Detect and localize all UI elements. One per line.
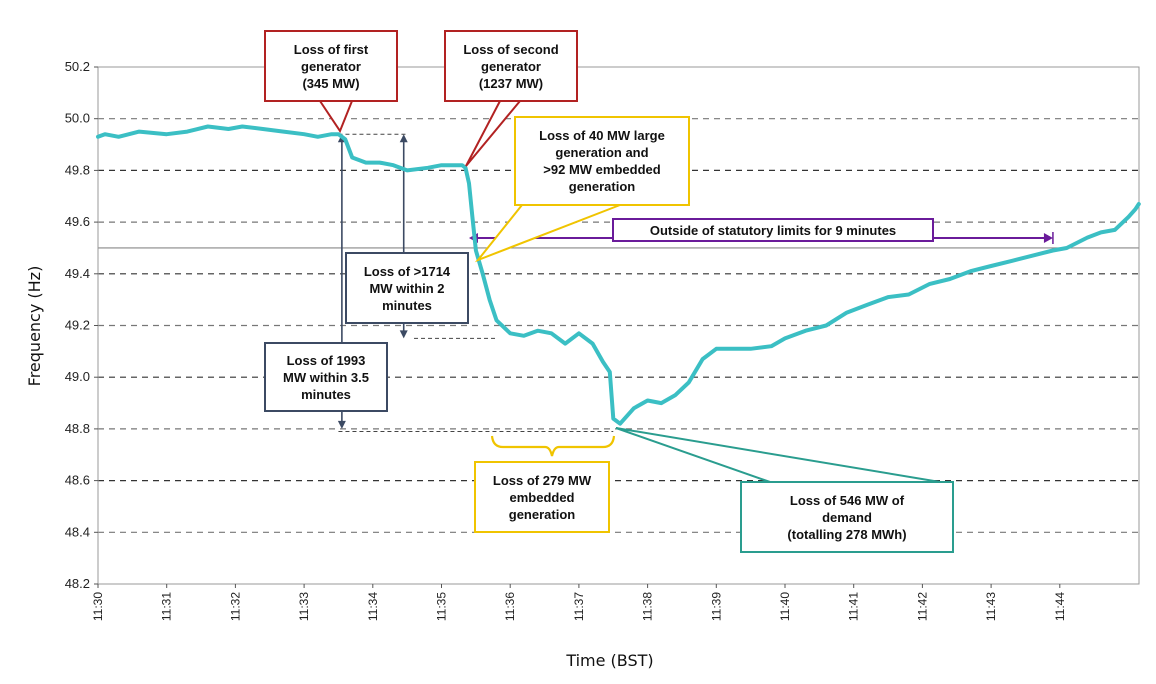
x-axis-ticks: 11:30 11:31 11:32 11:33 11:34 11:35 11:36 11:37… (91, 584, 1067, 621)
x-tick-label: 11:44 (1053, 592, 1067, 621)
x-tick-label: 11:30 (91, 592, 105, 621)
callout-loss-1993: Loss of 1993 MW within 3.5 minutes (264, 342, 388, 412)
arrow-1714-head-top (399, 134, 408, 143)
y-tick-label: 48.2 (65, 576, 90, 591)
callout-pointers (319, 100, 941, 483)
statutory-arrow-head-right (1043, 233, 1053, 243)
pointer-first-generator (319, 100, 353, 134)
y-tick-label: 49.6 (65, 214, 90, 229)
pointer-second-generator (465, 100, 521, 167)
callout-statutory-limits: Outside of statutory limits for 9 minute… (612, 218, 934, 242)
pointer-loss-546 (615, 427, 941, 483)
x-tick-label: 11:39 (709, 592, 723, 621)
x-axis-title: Time (BST) (565, 651, 653, 670)
bracket-279 (490, 435, 616, 457)
x-tick-label: 11:35 (435, 592, 449, 621)
x-tick-label: 11:31 (160, 592, 174, 621)
x-tick-label: 11:37 (572, 592, 586, 621)
y-tick-label: 48.8 (65, 421, 90, 436)
y-tick-label: 49.8 (65, 162, 90, 177)
x-tick-label: 11:36 (503, 592, 517, 621)
y-tick-label: 50.2 (65, 59, 90, 74)
callout-loss-279: Loss of 279 MW embedded generation (474, 461, 610, 533)
frequency-series-line (96, 124, 1141, 426)
callout-loss-546: Loss of 546 MW of demand (totalling 278 … (740, 481, 954, 553)
callout-second-generator: Loss of second generator (1237 MW) (444, 30, 578, 102)
callout-first-generator: Loss of first generator (345 MW) (264, 30, 398, 102)
x-tick-label: 11:32 (228, 592, 242, 621)
x-tick-label: 11:41 (847, 592, 861, 621)
y-tick-label: 50.0 (65, 111, 90, 126)
arrow-1714-head-bottom (399, 330, 408, 339)
x-tick-label: 11:42 (915, 592, 929, 621)
y-tick-label: 48.6 (65, 473, 90, 488)
y-tick-label: 49.0 (65, 369, 90, 384)
pointer-large-generation (474, 204, 621, 263)
arrow-1993-head-bottom (337, 420, 346, 429)
y-tick-label: 48.4 (65, 524, 90, 539)
y-tick-label: 49.2 (65, 318, 90, 333)
y-axis-title: Frequency (Hz) (25, 266, 44, 387)
x-tick-label: 11:33 (297, 592, 311, 621)
x-tick-label: 11:38 (641, 592, 655, 621)
x-tick-label: 11:40 (778, 592, 792, 621)
y-tick-label: 49.4 (65, 266, 90, 281)
x-tick-label: 11:43 (984, 592, 998, 621)
y-axis-ticks: 48.2 48.4 48.6 48.8 49.0 49.2 49.4 49.6 49.8 50.0… (65, 59, 98, 591)
callout-large-generation: Loss of 40 MW large generation and >92 M… (514, 116, 690, 206)
x-tick-label: 11:34 (366, 592, 380, 621)
callout-loss-1714: Loss of >1714 MW within 2 minutes (345, 252, 469, 324)
